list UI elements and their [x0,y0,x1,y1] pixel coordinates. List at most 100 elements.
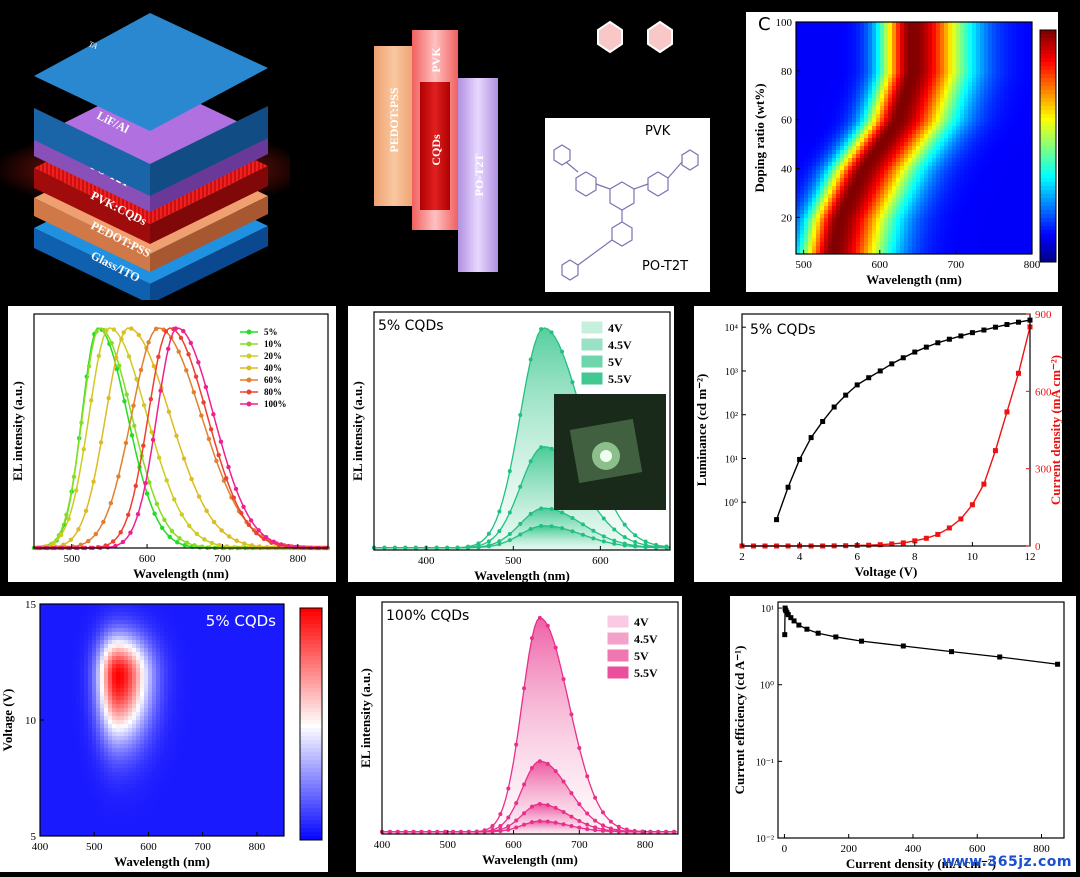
data-point [816,631,821,636]
data-point [644,545,648,549]
molecule-label-pot2t: PO-T2T [642,259,688,274]
data-point [664,830,668,834]
legend-swatch [582,339,602,350]
y-axis-label: Voltage (V) [0,689,15,752]
data-point [577,819,581,823]
y-tick-label: 10⁴ [725,323,739,334]
data-point [476,545,480,549]
data-point [530,805,534,809]
data-point [569,815,573,819]
y-tick-label: 80 [781,66,793,78]
data-point [498,812,502,816]
data-point [554,646,558,650]
data-point [538,802,542,806]
data-point [538,759,542,763]
legend-item-4V: 4V [582,321,623,335]
data-point [232,545,236,549]
data-point [122,399,126,403]
data-point [177,349,181,353]
data-point [633,545,637,549]
data-point [264,535,268,539]
data-point [136,512,140,516]
data-point [866,543,871,548]
x-tick-label: 8 [912,551,918,563]
data-point [508,469,512,473]
data-point [403,546,407,550]
data-point [529,358,533,362]
data-point [993,448,998,453]
data-point [625,830,629,834]
data-point [131,403,135,407]
data-point [101,520,105,524]
data-point [247,523,251,527]
legend-swatch [608,667,628,678]
data-point [550,507,554,511]
energy-label-pot2t: PO-T2T [472,154,486,197]
data-point [94,532,98,536]
legend-marker [247,390,252,395]
legend-label: 5.5V [608,372,632,386]
y-tick-label: 10⁻² [756,834,774,845]
data-point [550,330,554,334]
data-point [86,539,90,543]
data-point [154,327,158,331]
data-point [554,806,558,810]
data-point [204,385,208,389]
x-tick-label: 500 [86,841,103,853]
data-point [109,501,113,505]
data-point [855,382,860,387]
data-point [529,459,533,463]
data-point [522,686,526,690]
y-tick-label: 10³ [725,367,738,378]
data-point [256,528,260,532]
data-point [189,477,193,481]
data-point [498,824,502,828]
data-point [648,830,652,834]
y-tick-label: 100 [776,17,793,29]
data-point [577,826,581,830]
x-tick-label: 800 [249,841,266,853]
y-tick-label: 40 [781,164,793,176]
data-point [497,542,501,546]
data-point [139,368,143,372]
data-point [396,830,400,834]
data-point [562,810,566,814]
data-point [94,329,98,333]
data-point [912,350,917,355]
energy-level-diagram: PEDOT:PSS PVK CQDs PO-T2T PVK PO-T2T [360,0,760,300]
x-tick-label: 600 [592,555,609,567]
data-point [506,828,510,832]
legend-label: 40% [264,363,282,373]
legend-marker [247,330,252,335]
data-point [820,419,825,424]
chart-annotation: 5% CQDs [206,612,276,630]
data-point [241,505,245,509]
data-point [224,476,228,480]
data-point [214,459,218,463]
data-point [456,546,460,550]
data-point [167,410,171,414]
data-point [164,478,168,482]
data-point [878,368,883,373]
data-point [601,823,605,827]
y-tick-label: 10¹ [761,604,774,615]
legend-item-5.5V: 5.5V [582,372,632,386]
x-axis-label: Wavelength (nm) [114,854,210,869]
data-point [569,791,573,795]
data-point [570,380,574,384]
series-line [742,327,1030,546]
data-point [947,525,952,530]
data-point [774,517,779,522]
y-tick-label: 5 [31,831,37,843]
data-point [184,368,188,372]
data-point [612,527,616,531]
data-point [104,328,108,332]
data-point [560,526,564,530]
x-tick-label: 700 [571,839,588,851]
data-point [99,440,103,444]
device-photo-inset [554,394,666,510]
data-point [128,530,132,534]
data-point [518,522,522,526]
legend-label: 5.5V [634,666,658,680]
data-point [475,830,479,834]
